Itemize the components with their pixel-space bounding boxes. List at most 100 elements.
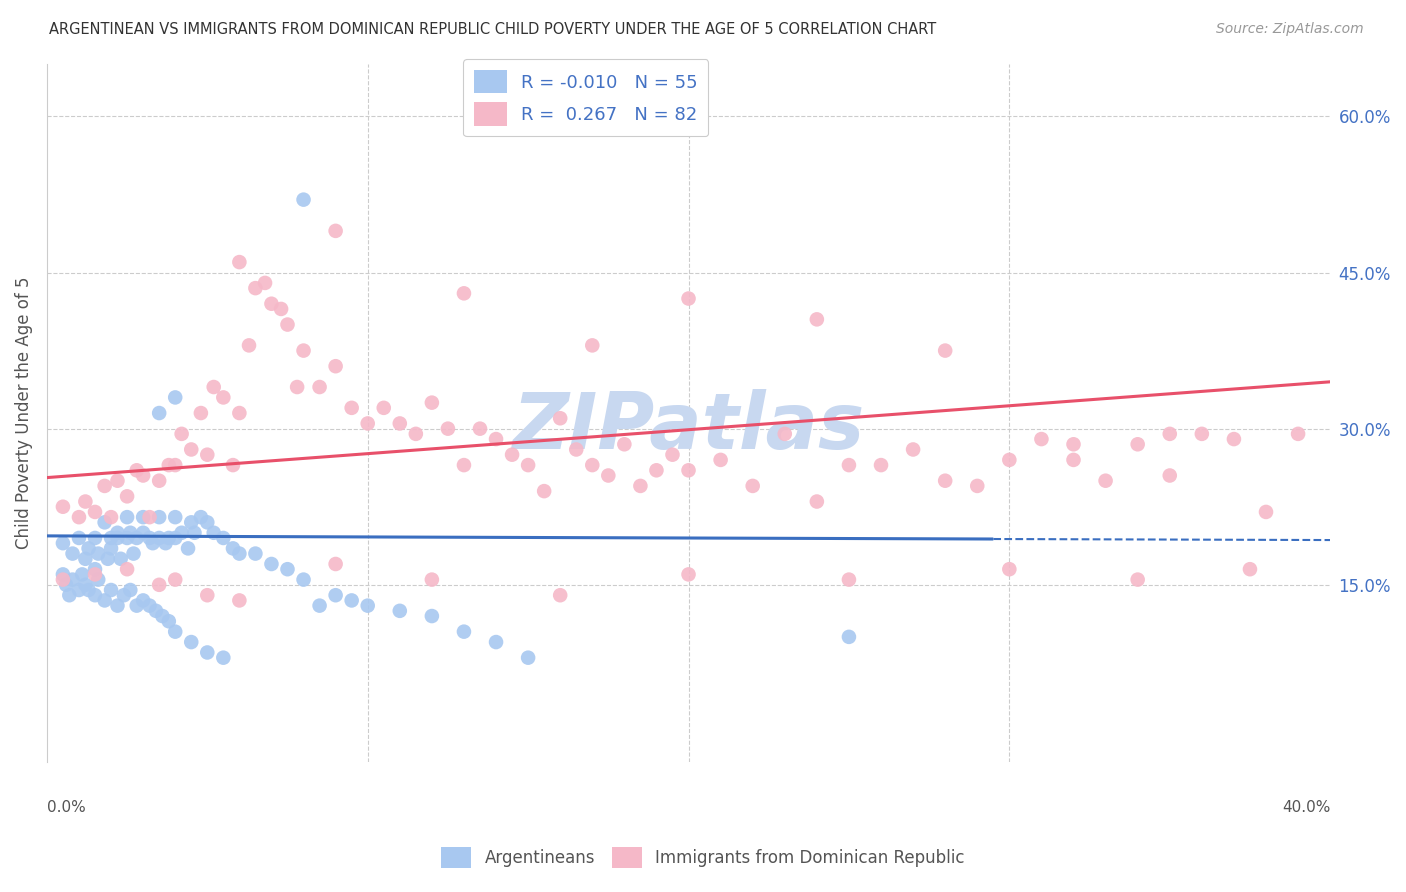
Point	[148, 406, 170, 420]
Point	[125, 463, 148, 477]
Point	[67, 531, 90, 545]
Point	[308, 599, 330, 613]
Point	[581, 338, 603, 352]
Point	[122, 547, 145, 561]
Point	[138, 510, 160, 524]
Point	[115, 562, 138, 576]
Point	[120, 582, 142, 597]
Point	[934, 343, 956, 358]
Point	[157, 458, 180, 472]
Point	[453, 624, 475, 639]
Point	[838, 458, 860, 472]
Point	[180, 516, 202, 530]
Y-axis label: Child Poverty Under the Age of 5: Child Poverty Under the Age of 5	[15, 277, 32, 549]
Point	[132, 510, 155, 524]
Point	[180, 635, 202, 649]
Point	[405, 426, 427, 441]
Point	[838, 573, 860, 587]
Point	[710, 453, 733, 467]
Legend: R = -0.010   N = 55, R =  0.267   N = 82: R = -0.010 N = 55, R = 0.267 N = 82	[463, 60, 709, 136]
Point	[276, 562, 298, 576]
Point	[148, 531, 170, 545]
Point	[52, 567, 75, 582]
Point	[420, 609, 443, 624]
Point	[52, 536, 75, 550]
Point	[84, 567, 107, 582]
Point	[340, 401, 363, 415]
Point	[998, 562, 1021, 576]
Point	[67, 582, 90, 597]
Point	[1223, 432, 1246, 446]
Legend: Argentineans, Immigrants from Dominican Republic: Argentineans, Immigrants from Dominican …	[434, 840, 972, 875]
Point	[84, 505, 107, 519]
Point	[165, 458, 187, 472]
Point	[157, 531, 180, 545]
Point	[548, 588, 571, 602]
Point	[62, 573, 84, 587]
Point	[87, 547, 110, 561]
Point	[1063, 437, 1085, 451]
Point	[420, 395, 443, 409]
Point	[1239, 562, 1261, 576]
Point	[125, 599, 148, 613]
Point	[838, 630, 860, 644]
Point	[100, 510, 122, 524]
Point	[437, 422, 460, 436]
Point	[177, 541, 200, 556]
Point	[228, 547, 250, 561]
Point	[165, 573, 187, 587]
Point	[52, 573, 75, 587]
Point	[388, 417, 411, 431]
Point	[581, 458, 603, 472]
Point	[292, 343, 315, 358]
Point	[120, 525, 142, 540]
Point	[645, 463, 668, 477]
Point	[485, 635, 508, 649]
Point	[340, 593, 363, 607]
Point	[155, 536, 177, 550]
Point	[58, 588, 80, 602]
Point	[517, 458, 540, 472]
Text: 0.0%: 0.0%	[46, 800, 86, 815]
Point	[1126, 437, 1149, 451]
Point	[212, 391, 235, 405]
Point	[613, 437, 636, 451]
Point	[485, 432, 508, 446]
Point	[195, 645, 218, 659]
Point	[1159, 468, 1181, 483]
Point	[138, 599, 160, 613]
Point	[934, 474, 956, 488]
Point	[100, 582, 122, 597]
Point	[741, 479, 763, 493]
Point	[373, 401, 395, 415]
Point	[260, 557, 283, 571]
Point	[453, 458, 475, 472]
Point	[548, 411, 571, 425]
Point	[222, 541, 245, 556]
Point	[1286, 426, 1309, 441]
Point	[202, 380, 225, 394]
Point	[115, 531, 138, 545]
Text: 40.0%: 40.0%	[1282, 800, 1330, 815]
Point	[75, 578, 97, 592]
Point	[97, 551, 120, 566]
Point	[228, 255, 250, 269]
Point	[165, 391, 187, 405]
Point	[157, 614, 180, 628]
Text: Source: ZipAtlas.com: Source: ZipAtlas.com	[1216, 22, 1364, 37]
Point	[565, 442, 588, 457]
Point	[1063, 453, 1085, 467]
Point	[773, 426, 796, 441]
Point	[190, 406, 212, 420]
Point	[165, 531, 187, 545]
Point	[678, 292, 700, 306]
Point	[966, 479, 988, 493]
Point	[100, 541, 122, 556]
Point	[678, 463, 700, 477]
Point	[212, 650, 235, 665]
Point	[806, 494, 828, 508]
Point	[75, 494, 97, 508]
Point	[678, 567, 700, 582]
Point	[148, 474, 170, 488]
Point	[142, 536, 165, 550]
